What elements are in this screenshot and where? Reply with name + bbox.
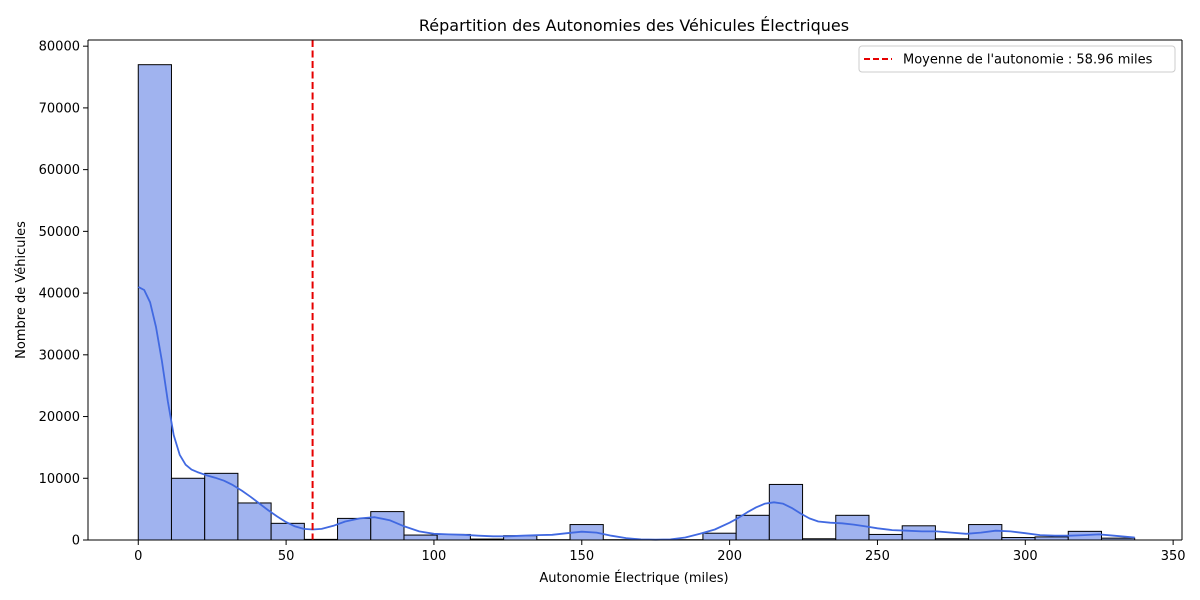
x-tick-label: 150 [569, 549, 594, 564]
axes [87, 39, 1183, 541]
legend: Moyenne de l'autonomie : 58.96 miles [858, 45, 1176, 73]
y-tick-label: 30000 [39, 348, 80, 363]
x-tick-label: 250 [865, 549, 890, 564]
legend-box [858, 45, 1176, 73]
histogram-bar [835, 514, 870, 541]
histogram-bar [204, 472, 239, 541]
y-tick-label: 20000 [39, 410, 80, 425]
y-tick-label: 10000 [39, 472, 80, 487]
histogram-bar [735, 514, 770, 541]
y-tick-label: 70000 [39, 101, 80, 116]
x-tick-label: 350 [1161, 549, 1186, 564]
y-axis-ticks: 0 10000 20000 30000 40000 50000 60000 70000 8000… [39, 40, 88, 549]
histogram-bar [868, 533, 903, 541]
x-tick-label: 50 [278, 549, 295, 564]
histogram-bar [702, 532, 737, 541]
x-tick-label: 200 [717, 549, 742, 564]
x-tick-label: 300 [1013, 549, 1038, 564]
histogram-bar [370, 511, 405, 541]
histogram-bar [170, 477, 206, 541]
x-axis-ticks: 0 50 100 150 200 250 300 350 [134, 540, 1186, 564]
y-axis-label: Nombre de Véhicules [14, 221, 29, 359]
legend-mean-label: Moyenne de l'autonomie : 58.96 miles [903, 53, 1153, 68]
x-tick-label: 0 [134, 549, 142, 564]
histogram-bar [403, 534, 438, 541]
y-tick-label: 40000 [39, 287, 80, 302]
x-axis-label: Autonomie Électrique (miles) [539, 570, 728, 586]
x-tick-label: 100 [422, 549, 447, 564]
histogram-bar [137, 64, 172, 541]
histogram-bar [270, 522, 305, 541]
y-tick-label: 60000 [39, 163, 80, 178]
kde-curve [137, 286, 1135, 541]
chart-title: Répartition des Autonomies des Véhicules… [419, 16, 849, 35]
y-tick-label: 80000 [39, 40, 80, 55]
histogram-bar [901, 525, 936, 541]
y-tick-label: 50000 [39, 225, 80, 240]
histogram-bars [137, 64, 1136, 541]
kde-curve-group [137, 286, 1135, 541]
y-tick-label: 0 [72, 534, 80, 549]
